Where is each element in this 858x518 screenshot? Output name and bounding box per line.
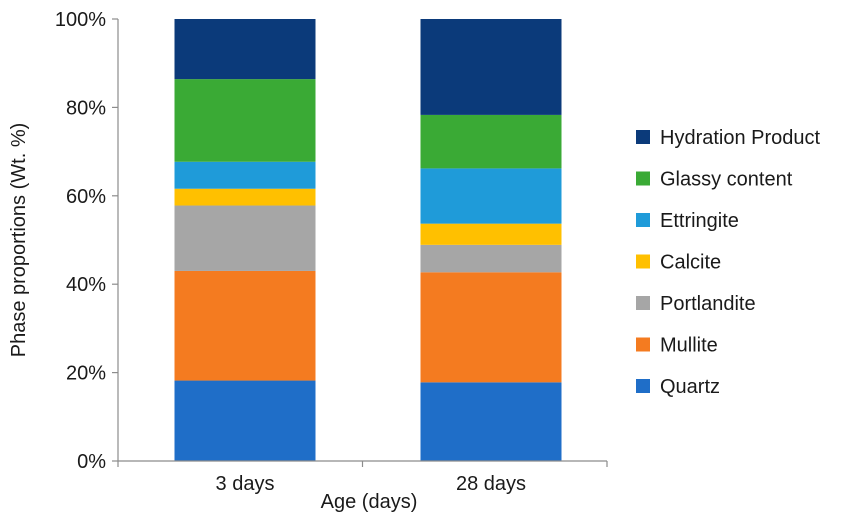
bar-segment-calcite-2 xyxy=(420,223,562,245)
x-tick-label: 28 days xyxy=(456,473,526,495)
legend-item-portlandite: Portlandite xyxy=(636,293,756,315)
legend: Hydration Product Glassy content Ettringit… xyxy=(636,127,821,398)
bar-segment-ettringite-1 xyxy=(174,161,316,189)
legend-swatch xyxy=(636,296,650,310)
legend-swatch xyxy=(636,379,650,393)
legend-item-quartz: Quartz xyxy=(636,376,720,398)
x-tick-label: 3 days xyxy=(216,473,275,495)
legend-item-glassy-content: Glassy content xyxy=(636,169,793,191)
legend-label: Hydration Product xyxy=(660,127,821,149)
legend-item-calcite: Calcite xyxy=(636,252,721,274)
axes-group: 0% 20% 40% 60% 80% 100% 3 days 28 days xyxy=(55,9,608,495)
y-tick-label: 40% xyxy=(66,274,106,296)
y-tick-label: 0% xyxy=(77,451,106,473)
legend-swatch xyxy=(636,254,650,269)
legend-label: Glassy content xyxy=(660,169,793,191)
legend-swatch xyxy=(636,171,650,186)
y-tick-label: 20% xyxy=(66,363,106,385)
bar-segment-hydration-product-2 xyxy=(420,19,562,115)
y-axis-title: Phase proportions (Wt. %) xyxy=(8,123,30,358)
bar-segment-glassy-content-1 xyxy=(174,79,316,162)
y-tick-label: 100% xyxy=(55,9,106,31)
bar-segment-mullite-1 xyxy=(174,270,316,381)
bar-segment-portlandite-1 xyxy=(174,205,316,271)
bar-segment-ettringite-2 xyxy=(420,168,562,224)
legend-item-mullite: Mullite xyxy=(636,335,718,357)
legend-item-hydration-product: Hydration Product xyxy=(636,127,821,149)
bar-segment-portlandite-2 xyxy=(420,244,562,273)
bars-group xyxy=(174,19,562,461)
legend-label: Portlandite xyxy=(660,293,756,315)
legend-label: Calcite xyxy=(660,252,721,274)
bar-segment-hydration-product-1 xyxy=(174,19,316,80)
legend-label: Ettringite xyxy=(660,210,739,232)
bar-segment-quartz-2 xyxy=(420,382,562,461)
x-axis-title: Age (days) xyxy=(321,491,418,513)
y-tick-label: 60% xyxy=(66,186,106,208)
y-tick-label: 80% xyxy=(66,97,106,119)
legend-label: Mullite xyxy=(660,335,718,357)
bar-segment-calcite-1 xyxy=(174,188,316,206)
legend-label: Quartz xyxy=(660,376,720,398)
legend-swatch xyxy=(636,130,650,144)
bar-segment-glassy-content-2 xyxy=(420,114,562,169)
legend-item-ettringite: Ettringite xyxy=(636,210,739,232)
legend-swatch xyxy=(636,213,650,227)
legend-swatch xyxy=(636,337,650,352)
bar-segment-quartz-1 xyxy=(174,380,316,461)
bar-segment-mullite-2 xyxy=(420,272,562,383)
